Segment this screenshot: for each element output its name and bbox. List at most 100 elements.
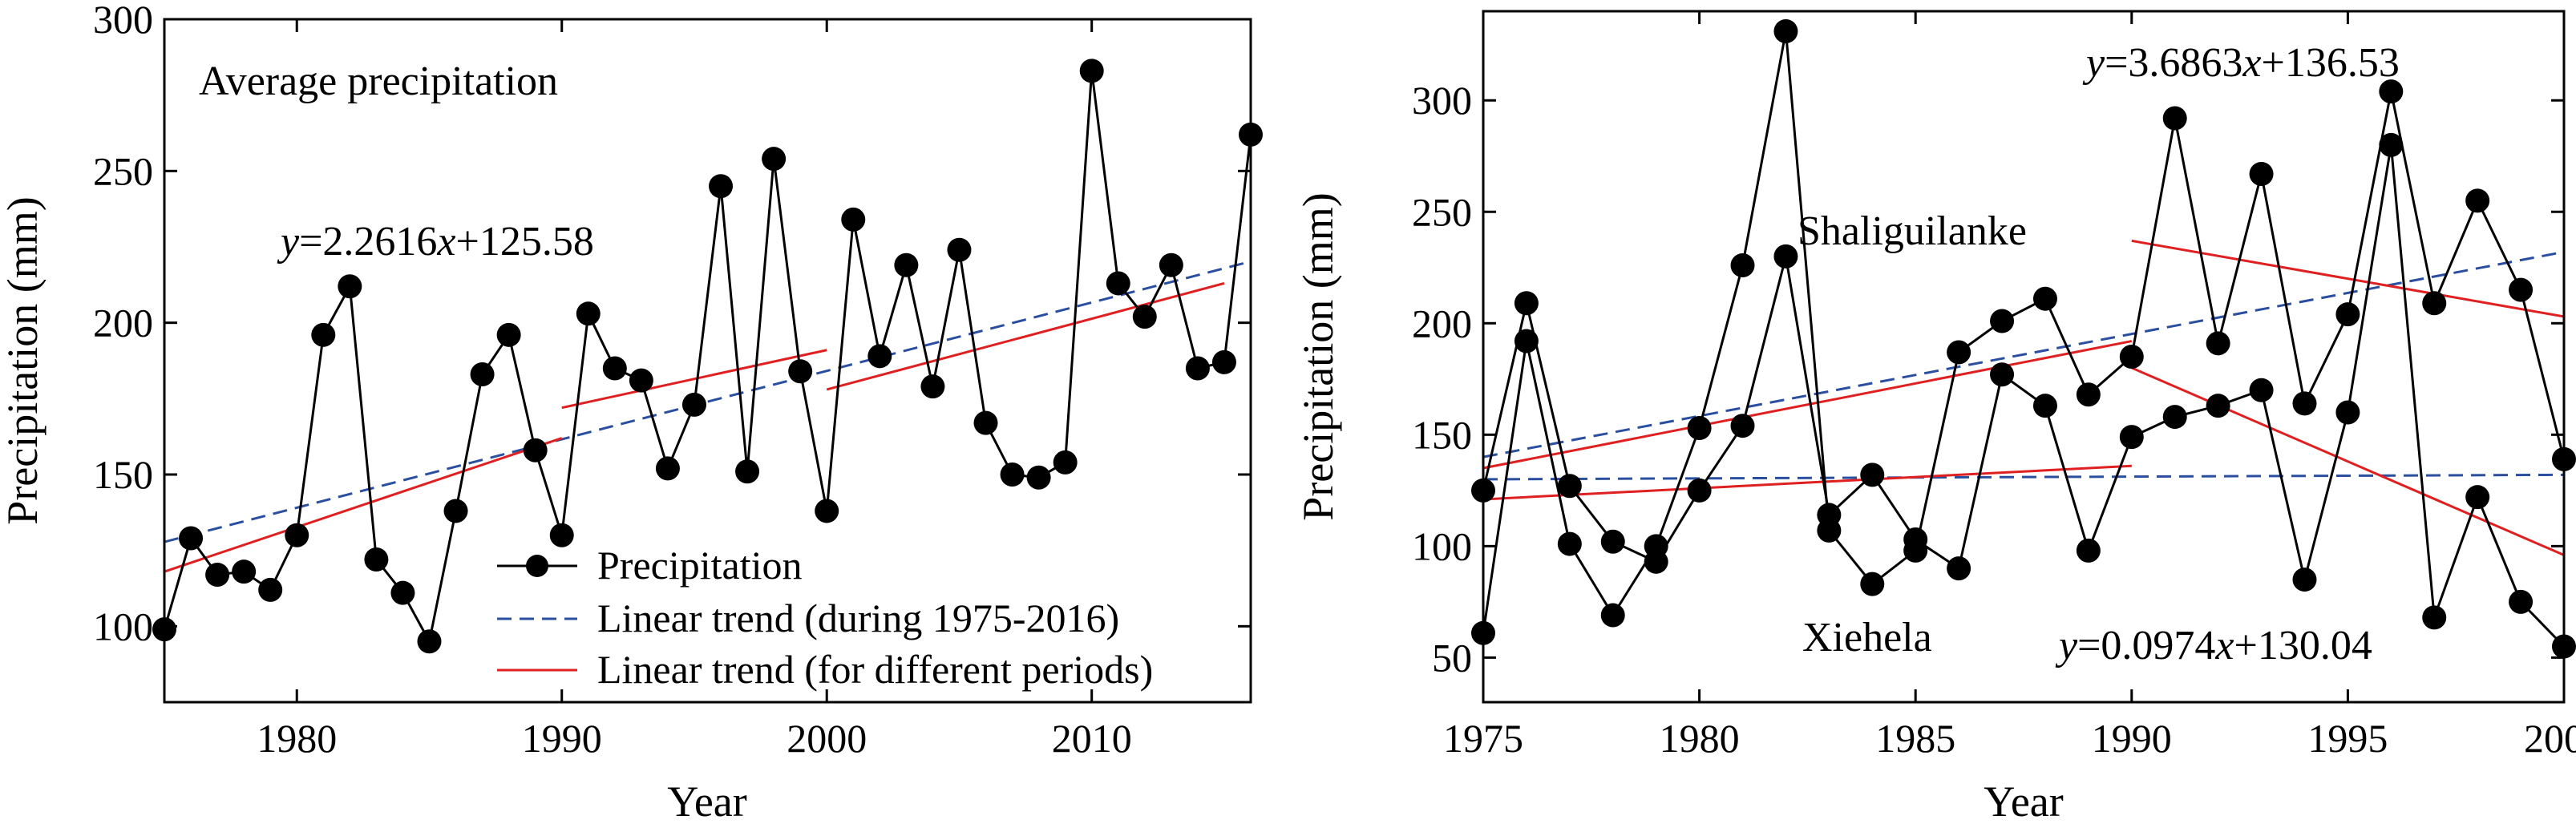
left-data-point [364, 547, 389, 572]
left-y-tick-label: 200 [93, 301, 153, 345]
right-data-point [1687, 415, 1712, 440]
right-x-axis-title: Year [1984, 778, 2064, 824]
right-data-point [2206, 394, 2230, 418]
left-data-point [867, 344, 892, 369]
right-period-trend-line [1482, 340, 2133, 470]
right-y-tick-label: 100 [1412, 523, 1472, 568]
left-plot-frame [163, 18, 1252, 704]
left-data-point [709, 174, 734, 199]
legend-period-trend-label: Linear trend (for different periods) [597, 647, 1153, 692]
right-data-point [2509, 277, 2534, 302]
left-data-point [841, 207, 866, 232]
right-data-point [2032, 394, 2057, 418]
right-data-point [2465, 188, 2490, 213]
right-overall-trend-line [1482, 250, 2565, 458]
legend-overall-trend-label: Linear trend (during 1975-2016) [597, 596, 1119, 640]
right-y-tick-label: 250 [1412, 189, 1472, 234]
left-x-axis-title: Year [667, 778, 747, 824]
left-x-tick-label: 1980 [257, 716, 337, 761]
left-data-point [258, 577, 283, 602]
right-series-line-1 [1482, 144, 2566, 648]
right-plot-frame [1482, 10, 2566, 704]
shaliguilanke-label: Shaliguilanke [1798, 208, 2027, 254]
left-period-trend-line [561, 349, 827, 410]
left-data-point [920, 374, 945, 399]
left-data-point [311, 322, 336, 347]
right-data-point [1730, 414, 1755, 438]
left-data-point [179, 526, 204, 551]
left-data-point [894, 252, 919, 277]
right-x-tick-label: 2000 [2524, 716, 2576, 761]
left-data-point [655, 456, 680, 481]
right-data-point [1600, 603, 1625, 628]
left-data-point [390, 580, 415, 605]
right-data-point [1903, 527, 1928, 552]
right-overall-trend-line [1482, 473, 2565, 481]
station-precipitation-panel: 1975 1980 1985 1990 1995 2000 50 100 150 200 250 30… [1294, 10, 2576, 824]
left-x-tick-label: 1990 [522, 716, 602, 761]
left-period-trend-line [826, 281, 1225, 391]
left-data-point [1211, 349, 1236, 374]
right-data-point [2292, 391, 2317, 416]
left-data-point [338, 274, 362, 299]
left-y-tick-label: 300 [93, 0, 153, 42]
left-x-tick-label: 2010 [1052, 716, 1132, 761]
right-x-tick-label: 1995 [2307, 716, 2388, 761]
left-data-point [602, 356, 627, 381]
right-y-tick-label: 50 [1432, 635, 1472, 680]
right-period-trend-line [1482, 464, 2132, 501]
left-data-point [762, 147, 787, 172]
right-data-point [1730, 252, 1755, 277]
right-data-point [1557, 531, 1582, 556]
left-data-point [1026, 465, 1051, 490]
left-legend: Precipitation Linear trend (during 1975-… [497, 543, 1153, 692]
right-y-tick-label: 200 [1412, 301, 1472, 345]
left-data-point [549, 523, 574, 547]
right-y-axis-title: Precipitation (mm) [1294, 192, 1342, 520]
right-data-point [1773, 19, 1798, 44]
right-data-point [1514, 329, 1539, 353]
left-data-point [973, 410, 998, 435]
right-data-point [2335, 302, 2360, 327]
right-data-point [1860, 572, 1885, 596]
left-panel-label: Average precipitation [199, 59, 558, 104]
right-data-point [1817, 503, 1842, 527]
left-data-point [1132, 305, 1157, 329]
left-data-point [815, 499, 839, 523]
right-data-point [1990, 362, 2015, 387]
left-data-point [735, 459, 760, 484]
left-data-point [1053, 450, 1078, 475]
right-y-tick-label: 300 [1412, 78, 1472, 123]
right-data-point [2422, 605, 2447, 630]
shaliguilanke-trend-equation: y=3.6863x+136.53 [2082, 40, 2400, 86]
left-data-point [1000, 462, 1025, 487]
left-data-point [576, 301, 601, 326]
left-overall-trend-line [164, 260, 1252, 543]
right-data-point [2032, 286, 2057, 311]
right-data-point [2206, 331, 2230, 356]
right-data-point [1773, 244, 1798, 269]
right-data-point [1860, 462, 1885, 487]
right-x-tick-label: 1985 [1875, 716, 1955, 761]
right-data-point [2162, 405, 2187, 430]
left-data-point [523, 438, 548, 462]
left-data-point [1185, 356, 1210, 381]
right-y-tick-label: 150 [1412, 412, 1472, 457]
left-data-point [1106, 271, 1130, 296]
right-data-point [2509, 589, 2534, 614]
right-data-point [2292, 568, 2317, 592]
left-data-point [1159, 252, 1183, 277]
left-trend-equation: y=2.2616x+125.58 [277, 219, 594, 265]
left-data-point [205, 562, 230, 587]
legend-precip-marker [526, 555, 548, 577]
left-data-point [681, 392, 706, 417]
right-x-tick-label: 1975 [1443, 716, 1523, 761]
right-data-point [2379, 132, 2404, 157]
left-y-axis-title: Precipitation (mm) [0, 196, 47, 524]
left-data-point [285, 523, 309, 547]
right-data-point [2249, 378, 2274, 402]
legend-precip-label: Precipitation [597, 543, 803, 588]
left-data-point [232, 559, 257, 584]
left-data-point [788, 359, 813, 384]
